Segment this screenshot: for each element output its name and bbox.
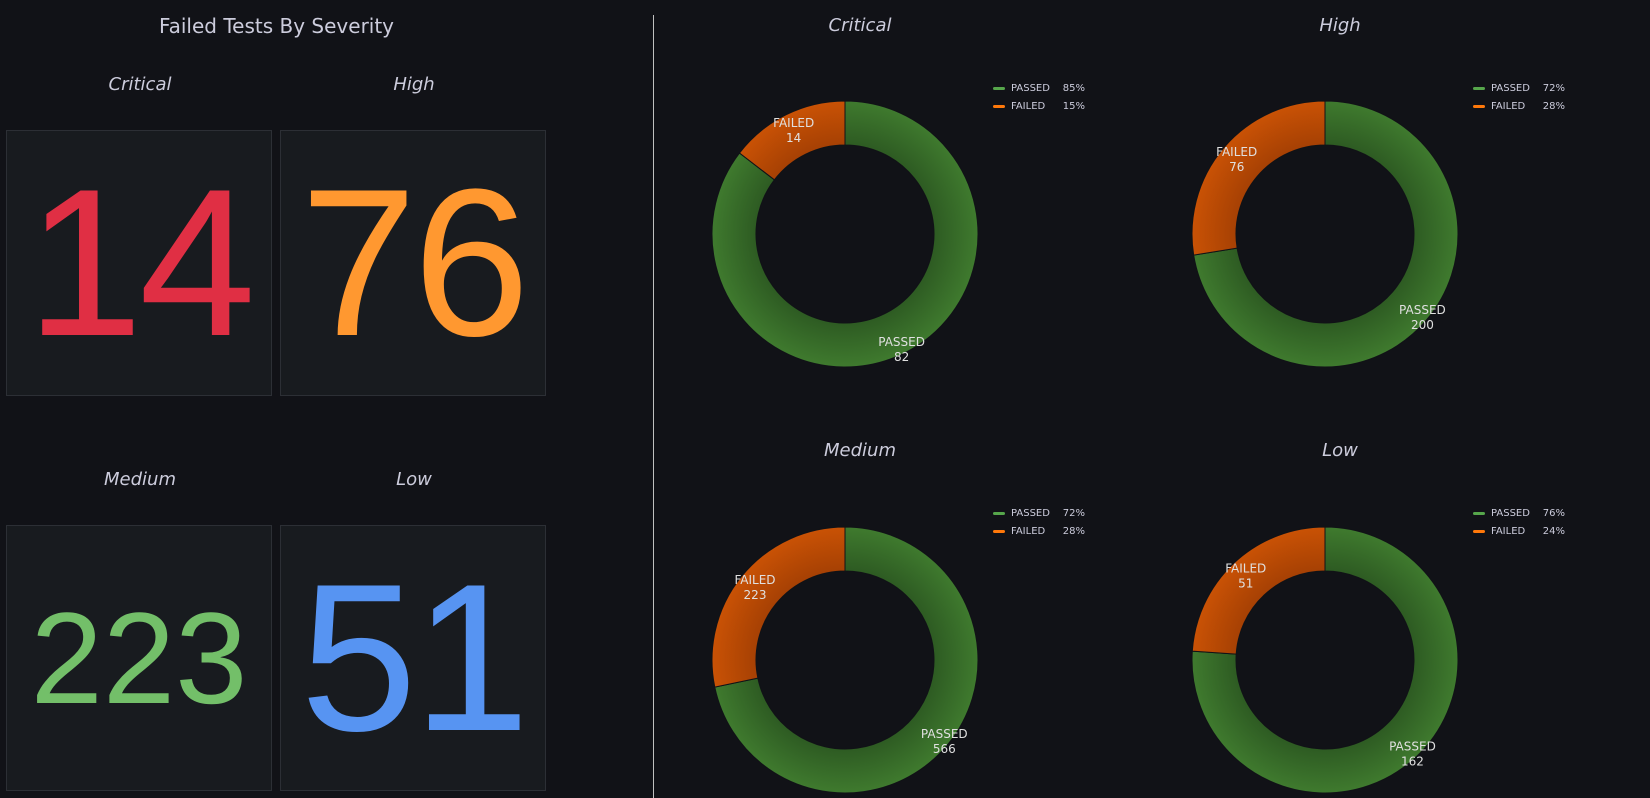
legend-label-passed: PASSED bbox=[1011, 507, 1050, 519]
legend-item-failed[interactable]: FAILED 28% bbox=[1473, 97, 1565, 115]
pie-slice-failed[interactable] bbox=[1191, 100, 1326, 256]
pie-title-low: Low bbox=[1322, 440, 1358, 461]
stat-title-critical: Critical bbox=[108, 74, 172, 95]
legend-swatch-failed bbox=[1473, 104, 1485, 108]
pie-slice-passed[interactable] bbox=[1193, 100, 1459, 368]
legend-percent-passed: 85% bbox=[1062, 82, 1085, 94]
legend-swatch-passed bbox=[993, 86, 1005, 90]
pie-slice-passed[interactable] bbox=[1191, 526, 1459, 794]
stat-title-high: High bbox=[393, 74, 435, 95]
legend-swatch-failed bbox=[1473, 529, 1485, 533]
pie-title-critical: Critical bbox=[828, 15, 892, 36]
stat-panel-low[interactable]: 51 bbox=[280, 525, 546, 791]
legend-item-failed[interactable]: FAILED 28% bbox=[993, 522, 1085, 540]
pie-slice-passed[interactable] bbox=[711, 100, 979, 368]
legend-swatch-failed bbox=[993, 529, 1005, 533]
stat-panel-medium[interactable]: 223 bbox=[6, 525, 272, 791]
pie-title-high: High bbox=[1319, 15, 1361, 36]
stat-title-medium: Medium bbox=[104, 469, 176, 490]
legend-swatch-passed bbox=[993, 511, 1005, 515]
legend-percent-passed: 72% bbox=[1542, 82, 1565, 94]
stat-title-low: Low bbox=[396, 469, 432, 490]
pie-legend-critical: PASSED 85% FAILED 15% bbox=[993, 79, 1085, 115]
stat-panel-critical[interactable]: 14 bbox=[6, 130, 272, 396]
legend-item-passed[interactable]: PASSED 85% bbox=[993, 79, 1085, 97]
legend-percent-failed: 24% bbox=[1542, 525, 1565, 537]
legend-swatch-passed bbox=[1473, 86, 1485, 90]
stat-value-medium: 223 bbox=[30, 585, 248, 731]
legend-label-passed: PASSED bbox=[1491, 82, 1530, 94]
pie-title-medium: Medium bbox=[824, 440, 896, 461]
panel-divider bbox=[653, 15, 654, 798]
stat-panel-high[interactable]: 76 bbox=[280, 130, 546, 396]
legend-percent-failed: 15% bbox=[1062, 100, 1085, 112]
legend-item-passed[interactable]: PASSED 76% bbox=[1473, 504, 1565, 522]
legend-item-failed[interactable]: FAILED 24% bbox=[1473, 522, 1565, 540]
legend-label-failed: FAILED bbox=[1491, 100, 1526, 112]
pie-slice-failed[interactable] bbox=[711, 526, 846, 688]
legend-percent-failed: 28% bbox=[1062, 525, 1085, 537]
legend-label-passed: PASSED bbox=[1491, 507, 1530, 519]
legend-swatch-failed bbox=[993, 104, 1005, 108]
legend-label-failed: FAILED bbox=[1011, 100, 1046, 112]
stat-value-high: 76 bbox=[300, 145, 530, 380]
legend-percent-passed: 72% bbox=[1062, 507, 1085, 519]
stat-value-low: 51 bbox=[300, 540, 530, 775]
pie-legend-high: PASSED 72% FAILED 28% bbox=[1473, 79, 1565, 115]
legend-percent-failed: 28% bbox=[1542, 100, 1565, 112]
legend-item-passed[interactable]: PASSED 72% bbox=[993, 504, 1085, 522]
pie-slice-failed[interactable] bbox=[1191, 526, 1326, 655]
pie-legend-low: PASSED 76% FAILED 24% bbox=[1473, 504, 1565, 540]
legend-label-failed: FAILED bbox=[1011, 525, 1046, 537]
legend-item-failed[interactable]: FAILED 15% bbox=[993, 97, 1085, 115]
legend-label-passed: PASSED bbox=[1011, 82, 1050, 94]
stat-value-critical: 14 bbox=[26, 145, 256, 380]
pie-slice-passed[interactable] bbox=[714, 526, 979, 794]
legend-percent-passed: 76% bbox=[1542, 507, 1565, 519]
pie-legend-medium: PASSED 72% FAILED 28% bbox=[993, 504, 1085, 540]
legend-item-passed[interactable]: PASSED 72% bbox=[1473, 79, 1565, 97]
pie-slice-failed[interactable] bbox=[738, 100, 846, 181]
legend-label-failed: FAILED bbox=[1491, 525, 1526, 537]
legend-swatch-passed bbox=[1473, 511, 1485, 515]
dashboard-row-title: Failed Tests By Severity bbox=[158, 14, 395, 38]
